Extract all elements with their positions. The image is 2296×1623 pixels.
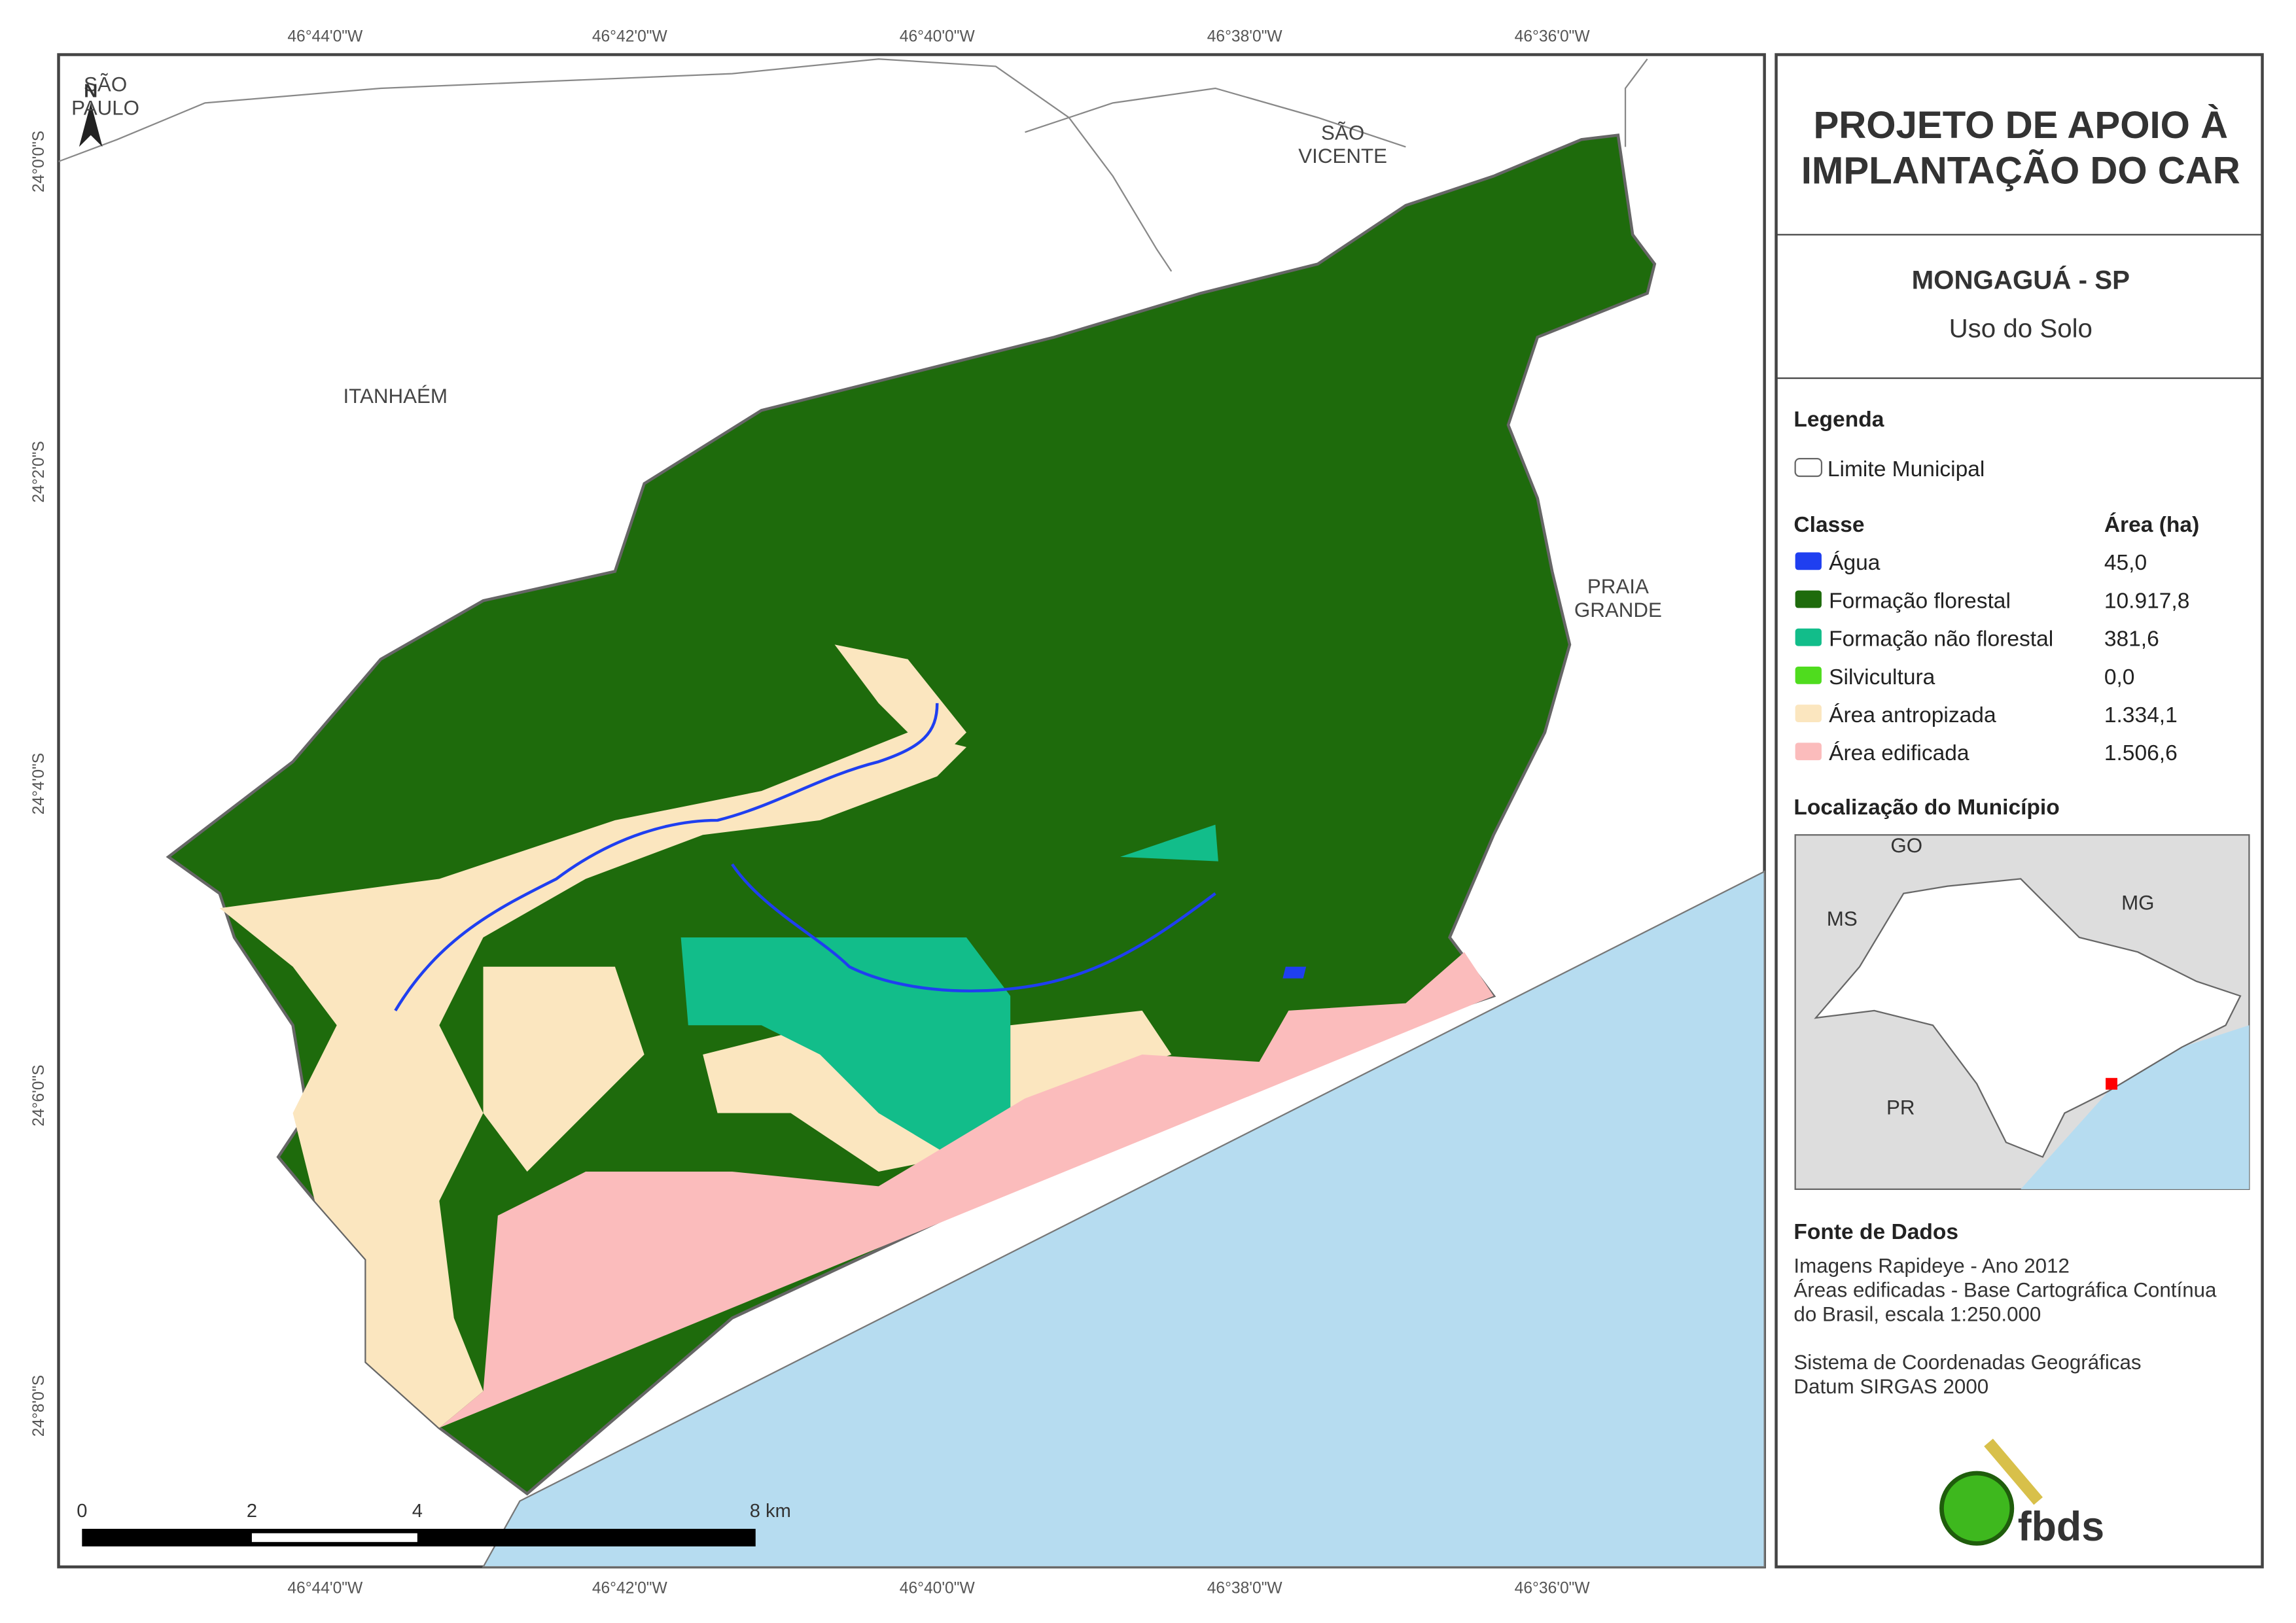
inset-state [1814, 878, 2242, 1159]
place-label: GRANDE [1574, 599, 1662, 621]
logo-circle [1939, 1471, 2015, 1546]
class-area: 1.506,6 [2104, 741, 2178, 765]
bottom-tick: 46°40'0"W [900, 1580, 976, 1597]
class-swatch [1795, 705, 1822, 722]
boundary-label: Limite Municipal [1828, 457, 1985, 481]
class-name: Área antropizada [1829, 703, 1996, 727]
class-area: 10.917,8 [2104, 589, 2190, 613]
class-name: Área edificada [1829, 741, 1969, 765]
logo-text: fbds [2018, 1504, 2104, 1550]
class-header: Classe [1793, 513, 1864, 537]
scale-label: 0 [77, 1501, 87, 1522]
top-tick: 46°36'0"W [1515, 27, 1591, 45]
top-tick: 46°42'0"W [592, 27, 668, 45]
top-tick: 46°38'0"W [1207, 27, 1283, 45]
class-swatch [1795, 552, 1822, 570]
bottom-tick: 46°44'0"W [287, 1580, 363, 1597]
class-area: 1.334,1 [2104, 703, 2178, 727]
logo-bar [1984, 1439, 2043, 1505]
class-area: 45,0 [2104, 551, 2147, 575]
municipality: MONGAGUÁ - SP [1912, 266, 2130, 295]
legend-title: Legenda [1793, 408, 1884, 432]
top-tick: 46°44'0"W [287, 27, 363, 45]
left-tick: 24°2'0"S [30, 441, 48, 502]
place-label: ITANHAÉM [343, 385, 448, 408]
class-name: Formação florestal [1829, 589, 2011, 613]
class-name: Formação não florestal [1829, 627, 2053, 652]
side-panel [1775, 53, 2264, 1569]
scale-bar [82, 1529, 756, 1546]
non-forest-formation [680, 937, 1011, 1157]
class-area: 381,6 [2104, 627, 2159, 652]
area-header: Área (ha) [2104, 512, 2199, 537]
non-forest-patch [1120, 824, 1218, 862]
location-title: Localização do Município [1793, 795, 2059, 820]
inset-label: MS [1827, 907, 1858, 930]
class-swatch [1795, 590, 1822, 608]
bottom-tick: 46°36'0"W [1515, 1580, 1591, 1597]
left-tick: 24°8'0"S [30, 1375, 48, 1437]
subtitle: Uso do Solo [1949, 313, 2093, 343]
inset-label: PR [1886, 1096, 1915, 1119]
north-arrow [79, 103, 103, 147]
municipal-borders [58, 58, 1648, 272]
place-label: PRAIA [1587, 575, 1649, 598]
lake [1282, 966, 1307, 979]
inset-locator [2106, 1077, 2117, 1090]
class-name: Água [1829, 551, 1881, 575]
source-line: Sistema de Coordenadas Geográficas [1793, 1351, 2141, 1374]
scale-bar-segment [251, 1533, 417, 1543]
river [394, 703, 1216, 1012]
bottom-tick: 46°38'0"W [1207, 1580, 1283, 1597]
top-tick: 46°40'0"W [900, 27, 976, 45]
left-tick: 24°6'0"S [30, 1064, 48, 1126]
left-tick: 24°0'0"S [30, 131, 48, 192]
title: PROJETO DE APOIO À [1813, 104, 2228, 147]
inset-ocean [2021, 1025, 2250, 1189]
inset-label: GO [1890, 834, 1922, 857]
class-area: 0,0 [2104, 665, 2135, 689]
bottom-tick: 46°42'0"W [592, 1580, 668, 1597]
class-swatch [1795, 628, 1822, 646]
source-line: Imagens Rapideye - Ano 2012 [1793, 1254, 2069, 1277]
scale-label: 8 km [750, 1501, 791, 1522]
scale-label: 2 [247, 1501, 257, 1522]
title: IMPLANTAÇÃO DO CAR [1801, 149, 2240, 192]
class-swatch [1795, 666, 1822, 684]
sources-title: Fonte de Dados [1793, 1220, 1958, 1244]
class-swatch [1795, 742, 1822, 761]
scale-label: 4 [412, 1501, 423, 1522]
anthropized-areas [219, 644, 1172, 1428]
class-name: Silvicultura [1829, 665, 1935, 689]
source-line: Datum SIRGAS 2000 [1793, 1375, 1988, 1398]
north-label: N [84, 80, 97, 101]
left-tick: 24°4'0"S [30, 753, 48, 814]
place-label: VICENTE [1298, 145, 1387, 167]
place-label: PAULO [71, 96, 139, 119]
inset-label: MG [2121, 891, 2154, 914]
place-label: SÃO [1321, 121, 1364, 144]
place-label: SÃO [84, 73, 127, 96]
built-up-area [439, 952, 1494, 1428]
source-line: do Brasil, escala 1:250.000 [1793, 1302, 2041, 1325]
ocean [482, 870, 1765, 1568]
source-line: Áreas edificadas - Base Cartográfica Con… [1793, 1278, 2217, 1301]
boundary-swatch [1794, 458, 1823, 478]
